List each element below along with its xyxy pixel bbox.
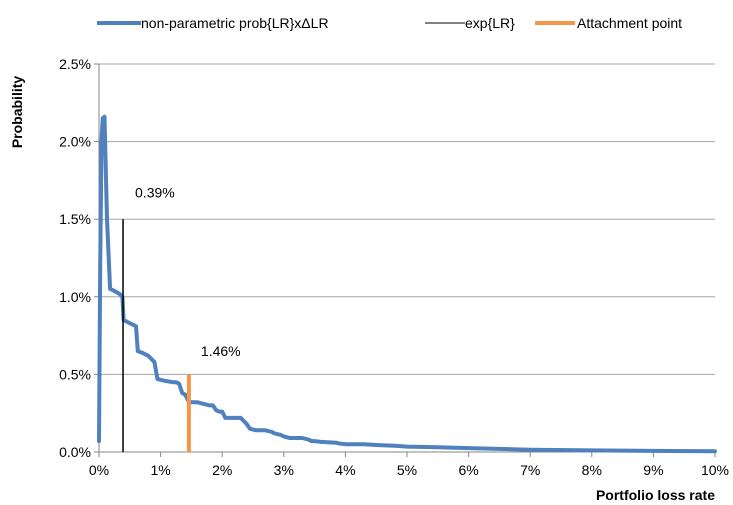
- y-tick-label: 0.0%: [59, 444, 91, 460]
- legend-item-exp-lr: exp{LR}: [425, 15, 515, 31]
- y-tick-labels: 0.0% 0.5% 1.0% 1.5% 2.0% 2.5%: [59, 56, 91, 460]
- series-line-nonparametric: [97, 114, 717, 454]
- plot-area: 0.39% 1.46%: [97, 114, 717, 454]
- legend: non-parametric prob{LR}xΔLR exp{LR} Atta…: [97, 15, 682, 31]
- y-tick-label: 0.5%: [59, 366, 91, 382]
- y-tick-label: 2.0%: [59, 134, 91, 150]
- legend-item-attachment: Attachment point: [535, 15, 682, 31]
- x-tick-labels: 0% 1% 2% 3% 4% 5% 6% 7% 8% 9% 10%: [89, 462, 729, 478]
- x-tick-label: 8%: [582, 462, 602, 478]
- x-axis-title: Portfolio loss rate: [596, 487, 715, 503]
- x-tick-label: 1%: [150, 462, 170, 478]
- axes: [98, 64, 715, 453]
- legend-label-exp-lr: exp{LR}: [465, 15, 515, 31]
- y-tick-label: 2.5%: [59, 56, 91, 72]
- y-tick-label: 1.5%: [59, 211, 91, 227]
- annotation-label: 0.39%: [135, 184, 175, 200]
- legend-label-attachment: Attachment point: [577, 15, 682, 31]
- legend-label-nonparametric: non-parametric prob{LR}xΔLR: [141, 15, 329, 31]
- x-tick-label: 10%: [701, 462, 729, 478]
- x-tick-label: 7%: [520, 462, 540, 478]
- x-tick-label: 4%: [335, 462, 355, 478]
- y-axis-title: Probability: [9, 76, 25, 149]
- x-tick-label: 6%: [458, 462, 478, 478]
- annotation-label: 1.46%: [201, 343, 241, 359]
- x-tick-label: 2%: [212, 462, 232, 478]
- gridlines: [94, 63, 716, 457]
- x-tick-label: 9%: [643, 462, 663, 478]
- legend-item-nonparametric: non-parametric prob{LR}xΔLR: [97, 15, 329, 31]
- x-tick-label: 0%: [89, 462, 109, 478]
- y-tick-label: 1.0%: [59, 289, 91, 305]
- x-tick-label: 3%: [274, 462, 294, 478]
- x-tick-label: 5%: [397, 462, 417, 478]
